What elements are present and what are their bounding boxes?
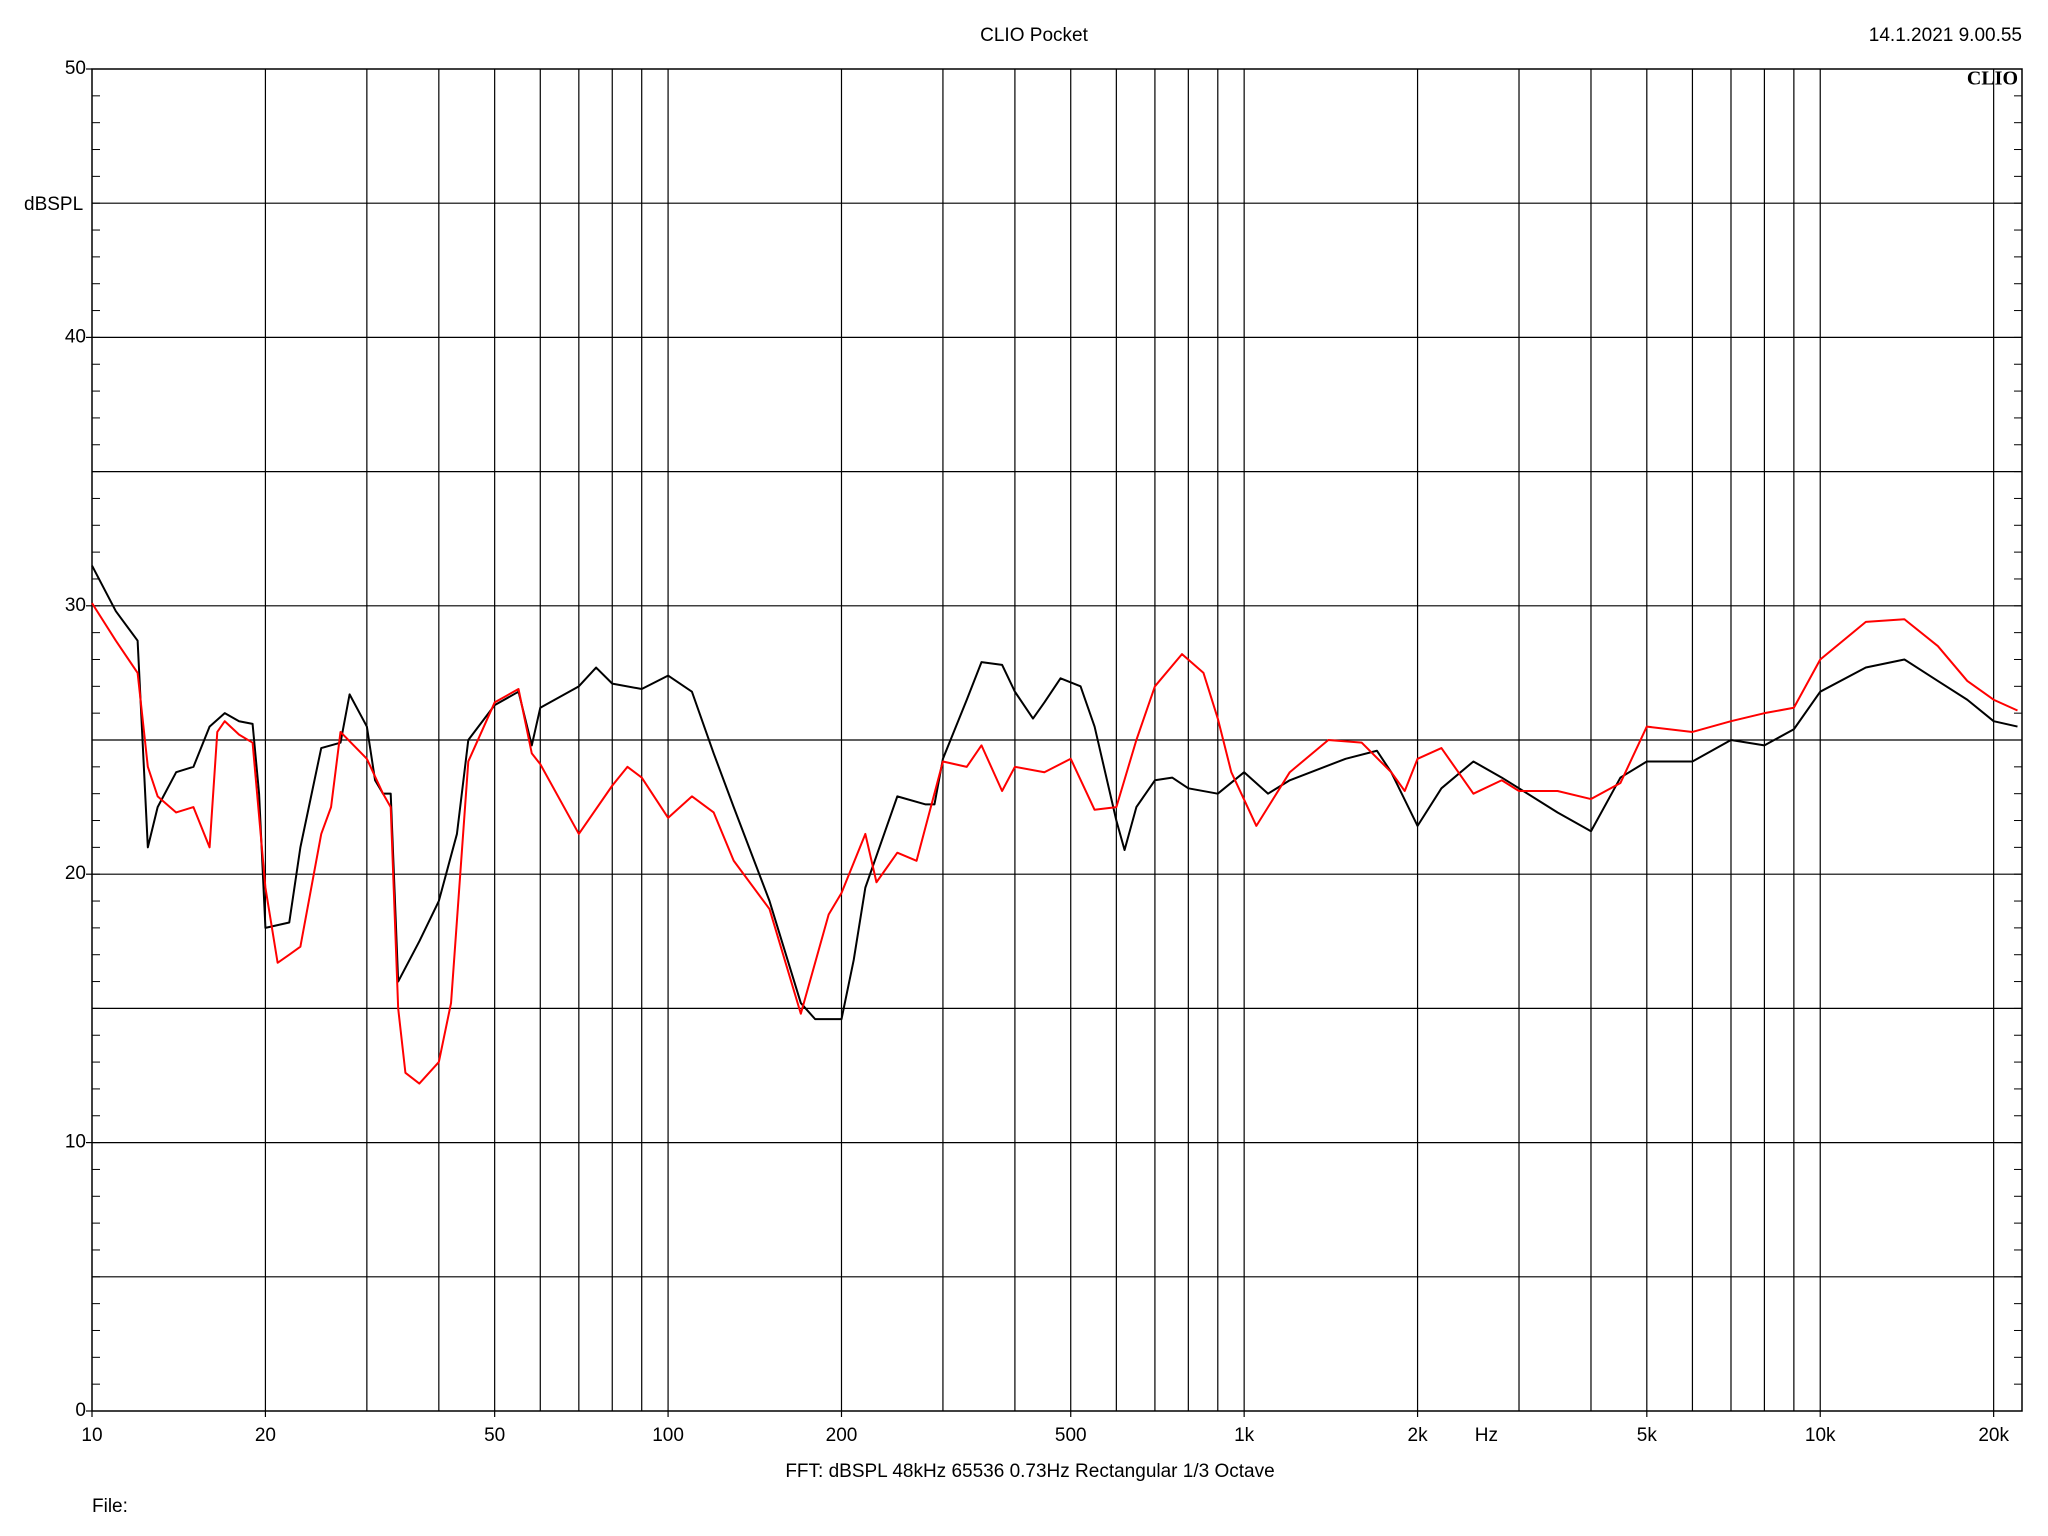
y-tick-label: 30 [65, 595, 86, 616]
x-tick-label: 5k [1637, 1425, 1658, 1446]
y-axis-label: dBSPL [24, 194, 83, 215]
x-tick-label: 200 [826, 1425, 858, 1446]
x-tick-label: 10 [81, 1425, 102, 1446]
y-tick-label: 20 [65, 863, 86, 884]
timestamp: 14.1.2021 9.00.55 [1869, 25, 2022, 46]
footer: FFT: dBSPL 48kHz 65536 0.73Hz Rectangula… [785, 1461, 1274, 1482]
x-tick-label: 20k [1978, 1425, 2009, 1446]
x-tick-label: 20 [255, 1425, 276, 1446]
y-tick-label: 0 [75, 1400, 86, 1421]
plot-frame [91, 68, 2023, 1412]
file-label: File: [92, 1496, 128, 1517]
x-tick-label: 2k [1408, 1425, 1429, 1446]
logo: CLIO [1967, 68, 2018, 90]
y-tick-label: 40 [65, 326, 86, 347]
x-tick-label: 500 [1055, 1425, 1087, 1446]
series-line [91, 602, 2018, 1085]
x-axis-label: Hz [1475, 1425, 1498, 1446]
y-tick-label: 10 [65, 1132, 86, 1153]
x-tick-label: 1k [1234, 1425, 1255, 1446]
y-tick-label: 50 [65, 58, 86, 79]
series-line [91, 565, 2018, 1021]
x-tick-label: 10k [1805, 1425, 1836, 1446]
x-tick-label: 50 [484, 1425, 505, 1446]
chart-title: CLIO Pocket [980, 25, 1088, 46]
x-tick-label: 100 [652, 1425, 684, 1446]
